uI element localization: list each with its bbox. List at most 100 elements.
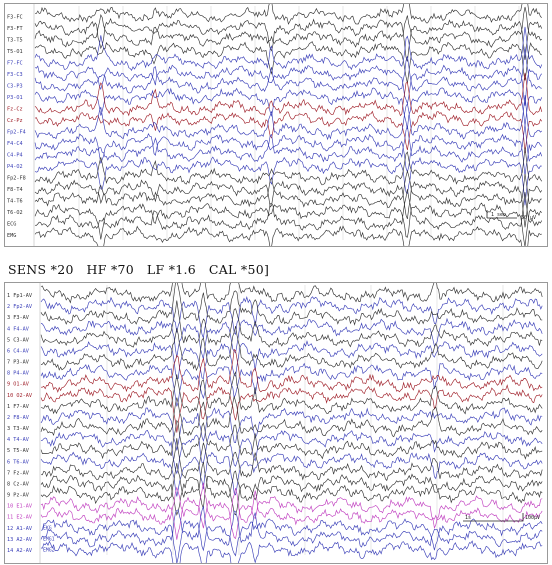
eeg-trace <box>34 26 543 71</box>
eeg-trace <box>41 348 543 393</box>
channel-label: 7 P3-AV <box>7 360 29 366</box>
eeg-trace <box>40 473 543 516</box>
eeg-trace <box>40 540 543 563</box>
channel-label: 13 A2-AV <box>7 537 32 543</box>
channel-label: 12 A1-AV <box>7 526 32 532</box>
channel-label: 3 F3-AV <box>7 315 29 321</box>
channel-label: 6 C4-AV <box>7 348 29 354</box>
channel-label: 5 T5-AV <box>7 448 29 454</box>
eeg-trace <box>34 179 543 228</box>
eeg-trace <box>34 87 543 130</box>
channel-label: C3-P3 <box>7 83 23 89</box>
eeg-trace <box>34 110 543 153</box>
channel-label: 11 E2-AV <box>7 515 32 521</box>
eeg-panel-bottom: 1 Fp1-AV 2 Fp2-AV 3 F3-AV 4 F4-AV 5 C3-AV 6 C… <box>4 282 548 564</box>
eeg-trace <box>34 46 542 94</box>
eeg-trace <box>40 495 543 540</box>
eeg-trace <box>34 147 543 186</box>
eeg-trace <box>34 17 543 62</box>
eeg-trace <box>40 482 543 526</box>
channel-label: 10 O2-AV <box>7 393 32 399</box>
channel-label: C4-P4 <box>7 152 23 158</box>
channel-label: 6 T6-AV <box>7 459 29 465</box>
channel-label: T5-O1 <box>7 49 23 55</box>
eeg-trace <box>40 371 543 415</box>
eeg-trace <box>34 4 543 25</box>
time-scale-label: 1 sec <box>491 212 506 218</box>
amplitude-scale-label: 100µV <box>525 515 540 521</box>
lead-label: EKG <box>43 525 52 531</box>
channel-label: 1 F7-AV <box>7 404 29 410</box>
channel-label: 3 T3-AV <box>7 426 29 432</box>
eeg-trace <box>34 156 542 206</box>
eeg-trace <box>40 396 543 438</box>
channel-label: F3-C3 <box>7 72 23 78</box>
channel-label: T4-T6 <box>7 198 23 204</box>
eeg-trace <box>40 300 543 348</box>
lead-label: EMG2 <box>43 547 55 553</box>
eeg-panel-top: F3-FC F3-FT T3-T5 T5-O1 F7-FC F3-C3 C3-P3 P3-O1… <box>4 3 548 247</box>
channel-label: Fp2-F8 <box>7 175 26 181</box>
eeg-trace <box>40 384 543 433</box>
channel-label: Fz-Cz <box>7 106 23 112</box>
channel-label: EMG <box>7 233 16 239</box>
eeg-trace <box>40 317 543 360</box>
channel-label: F7-FC <box>7 60 23 66</box>
eeg-trace <box>40 419 543 460</box>
channel-label: P4-O2 <box>7 164 23 170</box>
channel-label: F3-FC <box>7 14 23 20</box>
channel-label: Cz-Pz <box>7 118 23 124</box>
eeg-traces-bottom: 1 Fp1-AV 2 Fp2-AV 3 F3-AV 4 F4-AV 5 C3-AV 6 C… <box>7 283 543 563</box>
eeg-traces-top: F3-FC F3-FT T3-T5 T5-O1 F7-FC F3-C3 C3-P3 P3-O1… <box>7 4 543 246</box>
channel-label: T3-T5 <box>7 37 23 43</box>
channel-label: Fp2-F4 <box>7 129 26 135</box>
eeg-trace <box>40 407 543 451</box>
eeg-trace <box>40 362 543 407</box>
eeg-trace <box>34 133 543 177</box>
eeg-trace <box>34 6 542 48</box>
channel-label: F3-FT <box>7 26 23 32</box>
channel-label: 5 C3-AV <box>7 337 29 343</box>
amplifier-settings: SENS *20 HF *70 LF *1.6 CAL *50] <box>8 262 270 277</box>
channel-label: 4 F4-AV <box>7 326 29 332</box>
eeg-trace <box>40 340 543 380</box>
eeg-trace <box>34 225 542 246</box>
lead-label: EMG1 <box>43 536 55 542</box>
channel-label: T6-O2 <box>7 210 23 216</box>
eeg-trace <box>34 72 543 117</box>
channel-label: 7 Fz-AV <box>7 470 29 476</box>
channel-label: 2 Fp2-AV <box>7 304 32 310</box>
eeg-trace <box>34 202 543 246</box>
eeg-trace <box>34 41 542 84</box>
eeg-trace <box>34 124 543 163</box>
channel-label: 1 Fp1-AV <box>7 293 32 299</box>
channel-label: 4 T4-AV <box>7 437 29 443</box>
eeg-trace <box>34 95 543 141</box>
eeg-trace <box>40 283 543 304</box>
eeg-trace <box>40 438 543 482</box>
channel-label: 9 O1-AV <box>7 382 29 388</box>
eeg-trace <box>40 451 543 497</box>
channel-label: 10 E1-AV <box>7 504 32 510</box>
channel-label: F4-C4 <box>7 141 23 147</box>
channel-label: 8 P4-AV <box>7 371 29 377</box>
eeg-trace <box>34 64 543 106</box>
eeg-trace <box>40 461 543 505</box>
channel-label: 2 F8-AV <box>7 415 29 421</box>
eeg-trace <box>40 326 543 372</box>
channel-label: P3-O1 <box>7 95 23 101</box>
channel-label: F8-T4 <box>7 187 23 193</box>
eeg-trace <box>40 518 543 563</box>
eeg-trace <box>40 429 543 475</box>
channel-label: 8 Cz-AV <box>7 481 29 487</box>
channel-label: 9 Pz-AV <box>7 493 29 499</box>
eeg-trace <box>40 506 543 548</box>
time-scale-label: 1s <box>465 515 471 521</box>
channel-label: 14 A2-AV <box>7 548 32 554</box>
eeg-trace <box>40 283 543 326</box>
eeg-trace <box>34 189 543 231</box>
eeg-trace <box>34 169 542 208</box>
eeg-trace <box>40 296 543 340</box>
amplitude-scale-label: 50 µV <box>521 215 536 221</box>
channel-label: ECG <box>7 221 16 227</box>
